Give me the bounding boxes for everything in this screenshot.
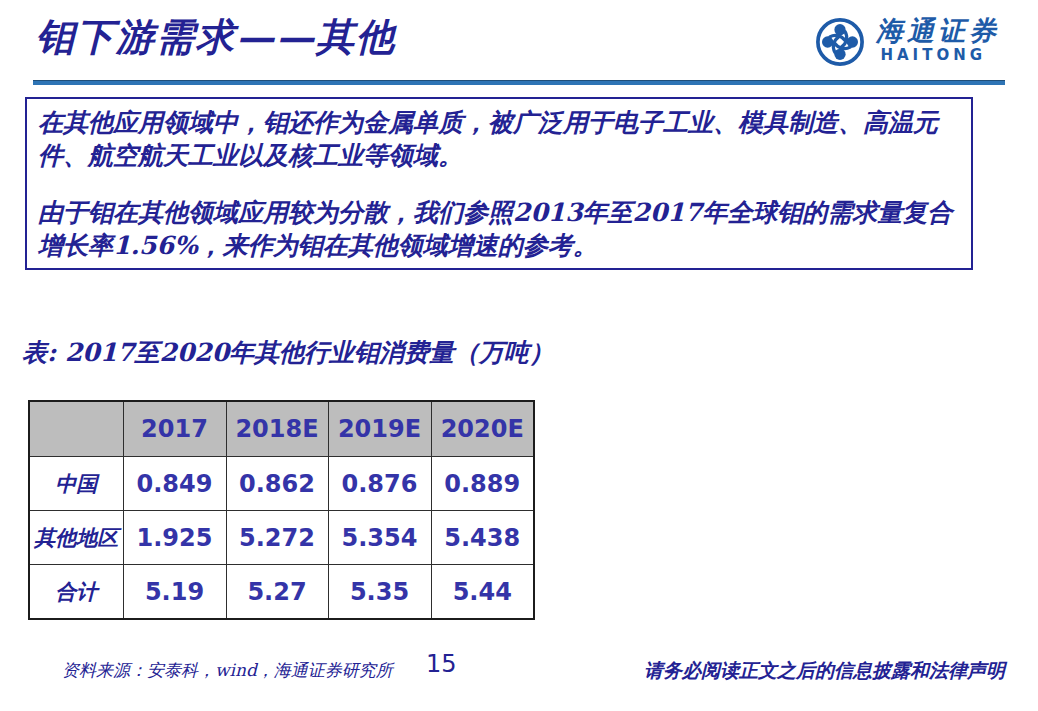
disclaimer: 请务必阅读正文之后的信息披露和法律声明 (644, 658, 1005, 684)
table-cell: 5.44 (431, 565, 534, 620)
logo-latin-text: HAITONG (880, 46, 986, 64)
source-note: 资料来源：安泰科，wind，海通证券研究所 (62, 659, 393, 682)
haitong-logo: 海通证券 HAITONG (814, 16, 1000, 68)
row-label: 其他地区 (29, 511, 123, 565)
table-cell: 5.272 (226, 511, 328, 565)
table-cell: 5.19 (123, 565, 226, 620)
table-cell: 5.35 (328, 565, 431, 620)
table-header-cell-2020e: 2020E (431, 401, 534, 457)
page-title: 钼下游需求——其他 (36, 12, 396, 63)
row-label: 中国 (29, 457, 123, 511)
row-label: 合计 (29, 565, 123, 620)
table-row-total: 合计 5.19 5.27 5.35 5.44 (29, 565, 534, 620)
table-header-cell-2019e: 2019E (328, 401, 431, 457)
consumption-table: 2017 2018E 2019E 2020E 中国 0.849 0.862 0.… (28, 400, 535, 620)
table-header-row: 2017 2018E 2019E 2020E (29, 401, 534, 457)
highlight-paragraph-2: 由于钼在其他领域应用较为分散，我们参照2013年至2017年全球钼的需求量复合增… (38, 196, 960, 263)
table-row-other-regions: 其他地区 1.925 5.272 5.354 5.438 (29, 511, 534, 565)
table-cell: 5.27 (226, 565, 328, 620)
table-cell: 0.889 (431, 457, 534, 511)
table-header-cell-2018e: 2018E (226, 401, 328, 457)
logo-text: 海通证券 HAITONG (876, 16, 1000, 64)
table-cell: 0.849 (123, 457, 226, 511)
logo-cjk-text: 海通证券 (876, 16, 1000, 46)
table-caption: 表: 2017至2020年其他行业钼消费量（万吨） (22, 336, 554, 369)
table-cell: 5.354 (328, 511, 431, 565)
table-header-cell-2017: 2017 (123, 401, 226, 457)
table-cell: 5.438 (431, 511, 534, 565)
table-cell: 0.876 (328, 457, 431, 511)
table-row-china: 中国 0.849 0.862 0.876 0.889 (29, 457, 534, 511)
title-underline (33, 80, 1005, 85)
table-cell: 1.925 (123, 511, 226, 565)
table-header-cell-empty (29, 401, 123, 457)
highlight-paragraph-1: 在其他应用领域中，钼还作为金属单质，被广泛用于电子工业、模具制造、高温元件、航空… (38, 106, 960, 173)
haitong-emblem-icon (814, 16, 866, 68)
table-cell: 0.862 (226, 457, 328, 511)
page-number: 15 (426, 650, 457, 678)
highlight-box: 在其他应用领域中，钼还作为金属单质，被广泛用于电子工业、模具制造、高温元件、航空… (25, 97, 973, 270)
